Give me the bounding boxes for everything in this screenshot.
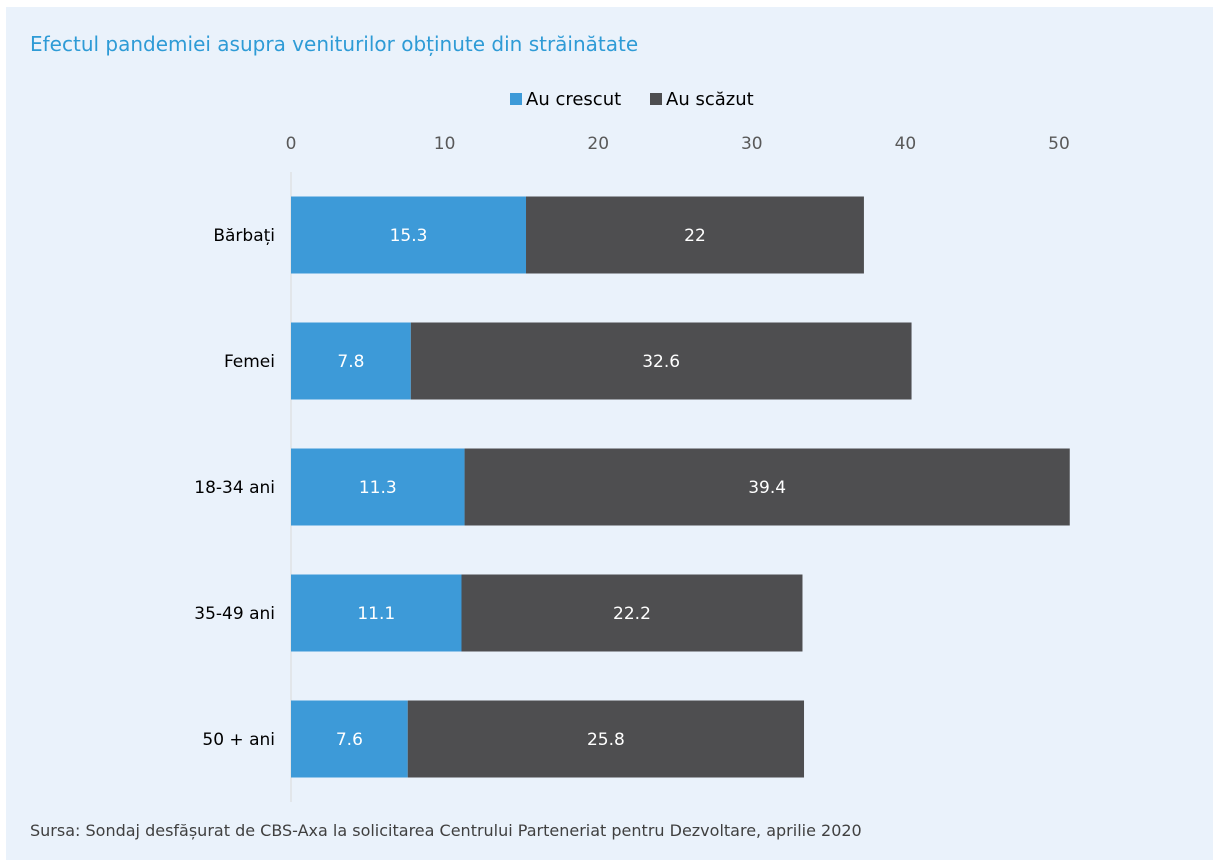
legend-swatch-au-crescut [510,93,522,105]
x-axis-ticks: 0 10 20 30 40 50 [286,134,1070,154]
category-label-barbati: Bărbați [213,226,275,246]
data-label-au-crescut-femei: 7.8 [337,352,364,372]
chart-legend: Au crescut Au scăzut [510,89,754,110]
legend-swatch-au-scazut [650,93,662,105]
x-tick-label: 10 [434,134,456,154]
category-label-femei: Femei [224,352,275,372]
category-label-35-49-ani: 35-49 ani [194,604,275,624]
bars-group: 15.3 22 7.8 32.6 11.3 39.4 11.1 22.2 7.6 25.8 [291,196,1070,778]
x-tick-label: 50 [1048,134,1070,154]
chart-canvas: Efectul pandemiei asupra veniturilor obț… [30,32,1070,840]
source-note: Sursa: Sondaj desfășurat de CBS-Axa la s… [30,821,862,840]
bar-au-scazut-50-ani [407,700,805,778]
bar-au-crescut-35-49-ani [291,574,462,652]
category-label-18-34-ani: 18-34 ani [194,478,275,498]
data-label-au-scazut-barbati: 22 [684,226,706,246]
category-labels: Bărbați Femei 18-34 ani 35-49 ani 50 + ani [194,226,275,750]
bar-au-scazut-barbati [526,196,864,274]
data-label-au-crescut-50-ani: 7.6 [336,730,363,750]
data-label-au-crescut-barbati: 15.3 [390,226,428,246]
data-label-au-crescut-35-49-ani: 11.1 [357,604,395,624]
bar-au-crescut-femei [291,322,411,400]
bar-au-scazut-femei [410,322,912,400]
data-label-au-scazut-50-ani: 25.8 [587,730,625,750]
data-label-au-scazut-femei: 32.6 [642,352,680,372]
x-tick-label: 20 [587,134,609,154]
x-tick-label: 0 [286,134,297,154]
data-label-au-scazut-18-34-ani: 39.4 [748,478,786,498]
chart-title: Efectul pandemiei asupra veniturilor obț… [30,32,638,56]
x-tick-label: 40 [895,134,917,154]
category-label-50-ani: 50 + ani [202,730,275,750]
data-label-au-crescut-18-34-ani: 11.3 [359,478,397,498]
bar-au-crescut-18-34-ani [291,448,465,526]
legend-label-au-crescut: Au crescut [526,89,621,110]
chart-panel: Efectul pandemiei asupra veniturilor obț… [6,7,1213,860]
bar-au-scazut-18-34-ani [464,448,1070,526]
data-label-au-scazut-35-49-ani: 22.2 [613,604,651,624]
x-tick-label: 30 [741,134,763,154]
bar-au-crescut-barbati [291,196,527,274]
bar-au-scazut-35-49-ani [461,574,803,652]
legend-label-au-scazut: Au scăzut [666,89,754,110]
bar-au-crescut-50-ani [291,700,408,778]
